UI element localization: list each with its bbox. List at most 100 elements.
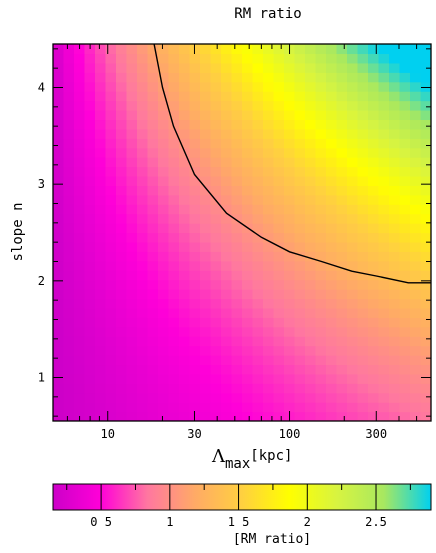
heatmap-cell	[347, 326, 359, 337]
heatmap-cell	[315, 194, 327, 205]
heatmap-cell	[84, 91, 96, 102]
heatmap-cell	[95, 336, 107, 347]
heatmap-cell	[179, 326, 191, 337]
heatmap-cell	[221, 355, 233, 366]
heatmap-cell	[105, 298, 117, 309]
heatmap-cell	[53, 279, 65, 290]
heatmap-cell	[263, 232, 275, 243]
heatmap-cell	[378, 345, 390, 356]
heatmap-cell	[326, 119, 338, 130]
heatmap-cell	[84, 157, 96, 168]
heatmap-cell	[410, 213, 422, 224]
heatmap-cell	[389, 392, 401, 403]
heatmap-cell	[189, 157, 201, 168]
heatmap-cell	[399, 279, 411, 290]
heatmap-cell	[336, 326, 348, 337]
heatmap-cell	[347, 402, 359, 413]
heatmap-cell	[263, 402, 275, 413]
heatmap-cell	[242, 326, 254, 337]
heatmap-cell	[200, 355, 212, 366]
heatmap-cell	[168, 270, 180, 281]
heatmap-cell	[147, 279, 159, 290]
heatmap-cell	[200, 213, 212, 224]
heatmap-cell	[273, 81, 285, 92]
heatmap-cell	[378, 72, 390, 83]
heatmap-cell	[179, 166, 191, 177]
heatmap-cell	[399, 81, 411, 92]
heatmap-cell	[336, 232, 348, 243]
heatmap-cell	[84, 355, 96, 366]
y-tick-label: 1	[38, 371, 45, 385]
heatmap-cell	[326, 147, 338, 158]
heatmap-cell	[263, 251, 275, 262]
heatmap-cell	[399, 383, 411, 394]
heatmap-cell	[368, 232, 380, 243]
heatmap-cell	[74, 204, 86, 215]
heatmap-cell	[347, 44, 359, 55]
heatmap-cell	[252, 232, 264, 243]
heatmap-cell	[284, 157, 296, 168]
heatmap-cell	[231, 44, 243, 55]
heatmap-cell	[74, 62, 86, 73]
heatmap-cell	[116, 223, 128, 234]
heatmap-cell	[210, 185, 222, 196]
heatmap-cell	[389, 270, 401, 281]
heatmap-cell	[242, 402, 254, 413]
heatmap-cell	[84, 109, 96, 121]
heatmap-cell	[168, 100, 180, 111]
heatmap-cell	[315, 166, 327, 177]
heatmap-cell	[126, 241, 138, 252]
heatmap-cell	[74, 109, 86, 121]
heatmap-cell	[126, 289, 138, 300]
heatmap-cell	[263, 157, 275, 168]
heatmap-cell	[221, 53, 233, 64]
heatmap-cell	[263, 355, 275, 366]
heatmap-cell	[357, 336, 369, 347]
heatmap-cell	[63, 345, 75, 356]
heatmap-cell	[105, 251, 117, 262]
heatmap-cell	[252, 72, 264, 83]
heatmap-cell	[399, 166, 411, 177]
heatmap-cell	[147, 175, 159, 186]
heatmap-cell	[294, 373, 306, 384]
heatmap-cell	[294, 100, 306, 111]
heatmap-cell	[158, 402, 170, 413]
heatmap-cell	[74, 355, 86, 366]
heatmap-cell	[179, 175, 191, 186]
heatmap-cell	[221, 373, 233, 384]
heatmap-cell	[378, 260, 390, 271]
heatmap-cell	[389, 289, 401, 300]
heatmap-cell	[158, 62, 170, 73]
heatmap-cell	[210, 232, 222, 243]
heatmap-cell	[252, 289, 264, 300]
heatmap-cell	[221, 128, 233, 139]
heatmap-cell	[74, 223, 86, 234]
heatmap-cell	[284, 223, 296, 234]
heatmap-cell	[399, 128, 411, 139]
heatmap-cell	[357, 157, 369, 168]
heatmap-cell	[189, 81, 201, 92]
heatmap-cell	[305, 109, 317, 121]
heatmap-cell	[168, 336, 180, 347]
heatmap-cell	[158, 364, 170, 375]
heatmap-cell	[84, 213, 96, 224]
heatmap-cell	[231, 204, 243, 215]
heatmap-cell	[189, 383, 201, 394]
heatmap-cell	[305, 336, 317, 347]
heatmap-cell	[242, 185, 254, 196]
heatmap-cell	[221, 185, 233, 196]
heatmap-cell	[168, 53, 180, 64]
heatmap-cell	[95, 157, 107, 168]
heatmap-cell	[168, 402, 180, 413]
heatmap-cell	[410, 147, 422, 158]
heatmap-cell	[74, 194, 86, 205]
heatmap-cell	[189, 260, 201, 271]
heatmap-cell	[116, 138, 128, 149]
heatmap-cell	[53, 270, 65, 281]
heatmap-cell	[189, 402, 201, 413]
heatmap-cell	[158, 307, 170, 318]
heatmap-cell	[357, 81, 369, 92]
heatmap-cell	[410, 44, 422, 55]
heatmap-cell	[231, 223, 243, 234]
